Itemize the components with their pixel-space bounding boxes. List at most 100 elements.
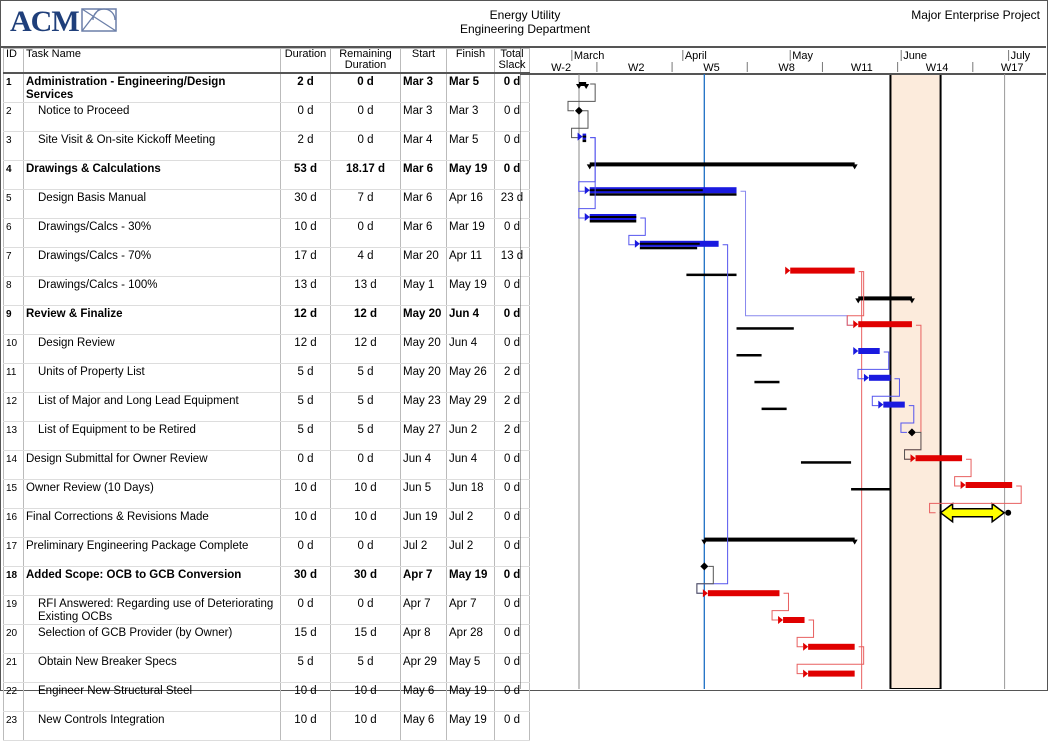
col-header-remaining-duration[interactable]: Remaining Duration [330, 48, 401, 74]
task-bar[interactable] [808, 670, 855, 677]
task-duration: 10 d [280, 218, 331, 248]
task-name-cell[interactable]: Units of Property List [23, 363, 281, 393]
milestone-diamond[interactable] [575, 106, 583, 115]
task-total-slack: 0 d [494, 537, 530, 567]
task-bar[interactable] [868, 374, 891, 381]
table-row[interactable]: 20 Selection of GCB Provider (by Owner) 15… [3, 624, 530, 654]
col-header-total-slack[interactable]: Total Slack [494, 48, 530, 74]
table-row[interactable]: 12 List of Major and Long Lead Equipment 5… [3, 392, 530, 422]
task-bar[interactable] [790, 267, 855, 274]
task-bar[interactable] [965, 482, 1013, 488]
task-total-slack: 2 d [494, 363, 530, 393]
task-duration: 0 d [280, 102, 331, 132]
task-total-slack: 23 d [494, 189, 530, 219]
task-name-cell[interactable]: Design Submittal for Owner Review [23, 450, 281, 480]
table-row[interactable]: 4 Drawings & Calculations 53 d 18.17 d Mar 6… [3, 160, 530, 190]
milestone-diamond[interactable] [700, 562, 709, 571]
milestone-diamond[interactable] [907, 428, 916, 437]
task-bar[interactable] [858, 321, 912, 328]
col-header-id[interactable]: ID [3, 48, 24, 74]
task-name-cell[interactable]: Drawings/Calcs - 30% [23, 218, 281, 248]
task-total-slack: 0 d [494, 160, 530, 190]
task-bar[interactable] [858, 348, 880, 354]
table-row[interactable]: 19 RFI Answered: Regarding use of Deterio… [3, 595, 530, 625]
task-name-cell[interactable]: Engineer New Structural Steel [23, 682, 281, 712]
table-row[interactable]: 3 Site Visit & On-site Kickoff Meeting 2 d… [3, 131, 530, 161]
task-name-cell[interactable]: Drawings/Calcs - 70% [23, 247, 281, 277]
task-name-cell[interactable]: Review & Finalize [23, 305, 281, 335]
summary-start-cap [701, 539, 708, 545]
task-bar[interactable] [783, 617, 805, 623]
task-name: Drawings/Calcs - 100% [38, 279, 158, 291]
summary-bar[interactable] [579, 82, 587, 86]
task-name-cell[interactable]: Selection of GCB Provider (by Owner) [23, 624, 281, 654]
task-name-cell[interactable]: Final Corrections & Revisions Made [23, 508, 281, 538]
summary-bar[interactable] [704, 537, 855, 542]
task-name-cell[interactable]: Added Scope: OCB to GCB Conversion [23, 566, 281, 596]
dependency-link [796, 619, 815, 648]
task-bar[interactable] [808, 643, 855, 650]
task-total-slack: 0 d [494, 566, 530, 596]
task-name-cell[interactable]: List of Major and Long Lead Equipment [23, 392, 281, 422]
task-duration: 13 d [280, 276, 331, 306]
table-row[interactable]: 17 Preliminary Engineering Package Comple… [3, 537, 530, 567]
dependency-link [696, 565, 714, 594]
task-name-cell[interactable]: Administration - Engineering/Design Serv… [23, 73, 281, 103]
col-header-start[interactable]: Start [400, 48, 447, 74]
task-finish: May 19 [446, 711, 495, 741]
task-name-cell[interactable]: Owner Review (10 Days) [23, 479, 281, 509]
task-remaining-duration: 10 d [330, 479, 401, 509]
project-name: Major Enterprise Project [911, 8, 1040, 22]
link-arrowhead [785, 266, 791, 275]
task-name: Drawings/Calcs - 30% [38, 221, 152, 233]
task-name-cell[interactable]: New Controls Integration [23, 711, 281, 741]
link-arrowhead [863, 373, 869, 382]
summary-bar[interactable] [589, 162, 855, 167]
task-bar[interactable] [915, 455, 963, 462]
task-duration: 0 d [280, 595, 331, 625]
task-name-cell[interactable]: Preliminary Engineering Package Complete [23, 537, 281, 567]
week-label: W11 [851, 62, 873, 74]
task-name-cell[interactable]: Notice to Proceed [23, 102, 281, 132]
task-name: Owner Review (10 Days) [26, 482, 154, 494]
task-id: 17 [3, 537, 24, 567]
summary-bar[interactable] [858, 296, 912, 301]
task-name-cell[interactable]: Site Visit & On-site Kickoff Meeting [23, 131, 281, 161]
col-header-task-name[interactable]: Task Name [23, 48, 281, 74]
task-name-cell[interactable]: RFI Answered: Regarding use of Deteriora… [23, 595, 281, 625]
summary-start-cap [855, 298, 862, 304]
col-header-duration[interactable]: Duration [280, 48, 331, 74]
task-name-cell[interactable]: Drawings/Calcs - 100% [23, 276, 281, 306]
table-row[interactable]: 15 Owner Review (10 Days) 10 d 10 d Jun 5 Jun… [3, 479, 530, 509]
task-name-cell[interactable]: Design Basis Manual [23, 189, 281, 219]
summary-end-cap [851, 164, 858, 170]
table-row[interactable]: 1 Administration - Engineering/Design Ser… [3, 73, 530, 103]
task-bar[interactable] [883, 401, 905, 408]
task-name-cell[interactable]: Obtain New Breaker Specs [23, 653, 281, 683]
table-row[interactable]: 18 Added Scope: OCB to GCB Conversion 30 d… [3, 566, 530, 596]
task-name-cell[interactable]: Drawings & Calculations [23, 160, 281, 190]
table-row[interactable]: 8 Drawings/Calcs - 100% 13 d 13 d May 1 May 1… [3, 276, 530, 306]
dependency-link [846, 271, 865, 326]
task-name: Preliminary Engineering Package Complete [26, 540, 249, 552]
table-row[interactable]: 16 Final Corrections & Revisions Made 10 d… [3, 508, 530, 538]
col-header-finish[interactable]: Finish [446, 48, 495, 74]
task-bar[interactable] [707, 590, 780, 597]
gantt-chart: March April May June July W-2 W2 W5 W8 W11 W14 W17 [520, 48, 1046, 689]
baseline-bar [582, 139, 587, 143]
task-name-cell[interactable]: List of Equipment to be Retired [23, 421, 281, 451]
task-name-cell[interactable]: Design Review [23, 334, 281, 364]
task-id: 1 [3, 73, 24, 103]
